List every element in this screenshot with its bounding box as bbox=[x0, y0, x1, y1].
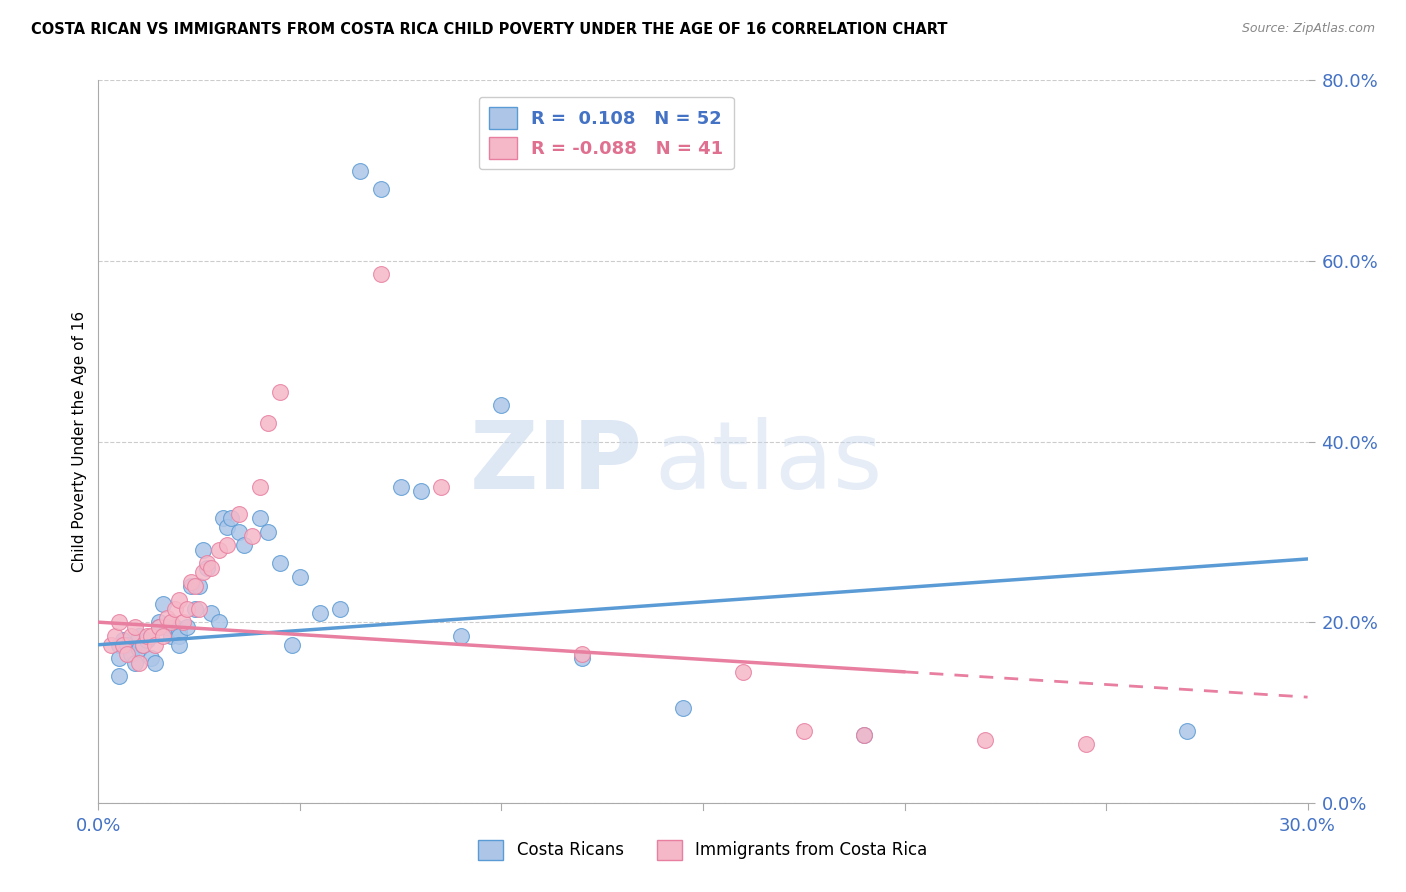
Point bbox=[228, 507, 250, 521]
Point bbox=[167, 592, 190, 607]
Point bbox=[733, 665, 755, 679]
Point bbox=[128, 642, 150, 657]
Point bbox=[160, 629, 183, 643]
Point bbox=[163, 601, 186, 615]
Point bbox=[156, 610, 179, 624]
Point bbox=[148, 615, 170, 630]
Point bbox=[156, 620, 179, 634]
Point bbox=[135, 629, 157, 643]
Point bbox=[120, 629, 142, 643]
Point bbox=[180, 579, 202, 593]
Point bbox=[221, 511, 243, 525]
Point bbox=[217, 520, 239, 534]
Point bbox=[430, 480, 453, 494]
Point bbox=[208, 615, 231, 630]
Point bbox=[228, 524, 250, 539]
Point bbox=[217, 538, 239, 552]
Point bbox=[124, 620, 146, 634]
Point bbox=[107, 615, 129, 630]
Point bbox=[180, 574, 202, 589]
Point bbox=[793, 723, 815, 738]
Point bbox=[143, 656, 166, 670]
Point bbox=[111, 638, 134, 652]
Point bbox=[160, 615, 183, 630]
Point bbox=[124, 656, 146, 670]
Point bbox=[450, 629, 472, 643]
Point bbox=[148, 620, 170, 634]
Point bbox=[269, 384, 291, 399]
Point bbox=[249, 511, 271, 525]
Point bbox=[184, 579, 207, 593]
Point bbox=[853, 728, 876, 742]
Point bbox=[167, 638, 190, 652]
Point bbox=[120, 647, 142, 661]
Point bbox=[1074, 737, 1097, 751]
Point bbox=[240, 529, 263, 543]
Point bbox=[163, 620, 186, 634]
Text: COSTA RICAN VS IMMIGRANTS FROM COSTA RICA CHILD POVERTY UNDER THE AGE OF 16 CORR: COSTA RICAN VS IMMIGRANTS FROM COSTA RIC… bbox=[31, 22, 948, 37]
Point bbox=[491, 398, 513, 412]
Point bbox=[139, 629, 162, 643]
Point bbox=[115, 647, 138, 661]
Point bbox=[152, 629, 174, 643]
Point bbox=[281, 638, 304, 652]
Point bbox=[132, 638, 155, 652]
Point bbox=[111, 633, 134, 648]
Point bbox=[132, 638, 155, 652]
Point bbox=[135, 633, 157, 648]
Point bbox=[193, 566, 215, 580]
Point bbox=[148, 620, 170, 634]
Point bbox=[853, 728, 876, 742]
Point bbox=[176, 620, 198, 634]
Y-axis label: Child Poverty Under the Age of 16: Child Poverty Under the Age of 16 bbox=[72, 311, 87, 572]
Point bbox=[100, 638, 122, 652]
Point bbox=[571, 651, 593, 665]
Point bbox=[571, 647, 593, 661]
Point bbox=[184, 601, 207, 615]
Point bbox=[128, 656, 150, 670]
Point bbox=[200, 606, 222, 620]
Point bbox=[409, 484, 432, 499]
Point bbox=[208, 542, 231, 557]
Point bbox=[188, 579, 211, 593]
Point bbox=[200, 561, 222, 575]
Point bbox=[309, 606, 332, 620]
Point bbox=[195, 557, 218, 571]
Text: Source: ZipAtlas.com: Source: ZipAtlas.com bbox=[1241, 22, 1375, 36]
Point bbox=[167, 624, 190, 639]
Point bbox=[232, 538, 254, 552]
Point bbox=[256, 524, 278, 539]
Point bbox=[288, 570, 311, 584]
Point bbox=[195, 561, 218, 575]
Point bbox=[107, 669, 129, 683]
Point bbox=[389, 480, 412, 494]
Point bbox=[212, 511, 235, 525]
Point bbox=[188, 601, 211, 615]
Point bbox=[103, 629, 125, 643]
Point bbox=[172, 615, 194, 630]
Point bbox=[349, 163, 371, 178]
Point bbox=[329, 601, 352, 615]
Point bbox=[115, 638, 138, 652]
Point bbox=[974, 732, 997, 747]
Point bbox=[128, 629, 150, 643]
Point bbox=[143, 638, 166, 652]
Point bbox=[176, 601, 198, 615]
Point bbox=[107, 651, 129, 665]
Legend: Costa Ricans, Immigrants from Costa Rica: Costa Ricans, Immigrants from Costa Rica bbox=[471, 833, 935, 867]
Point bbox=[107, 638, 129, 652]
Point bbox=[672, 701, 695, 715]
Point bbox=[249, 480, 271, 494]
Point bbox=[269, 557, 291, 571]
Text: ZIP: ZIP bbox=[470, 417, 643, 509]
Point bbox=[139, 651, 162, 665]
Point bbox=[370, 182, 392, 196]
Point bbox=[256, 417, 278, 431]
Point bbox=[167, 629, 190, 643]
Point bbox=[152, 597, 174, 611]
Point bbox=[193, 542, 215, 557]
Point bbox=[370, 268, 392, 282]
Point bbox=[1175, 723, 1198, 738]
Text: atlas: atlas bbox=[655, 417, 883, 509]
